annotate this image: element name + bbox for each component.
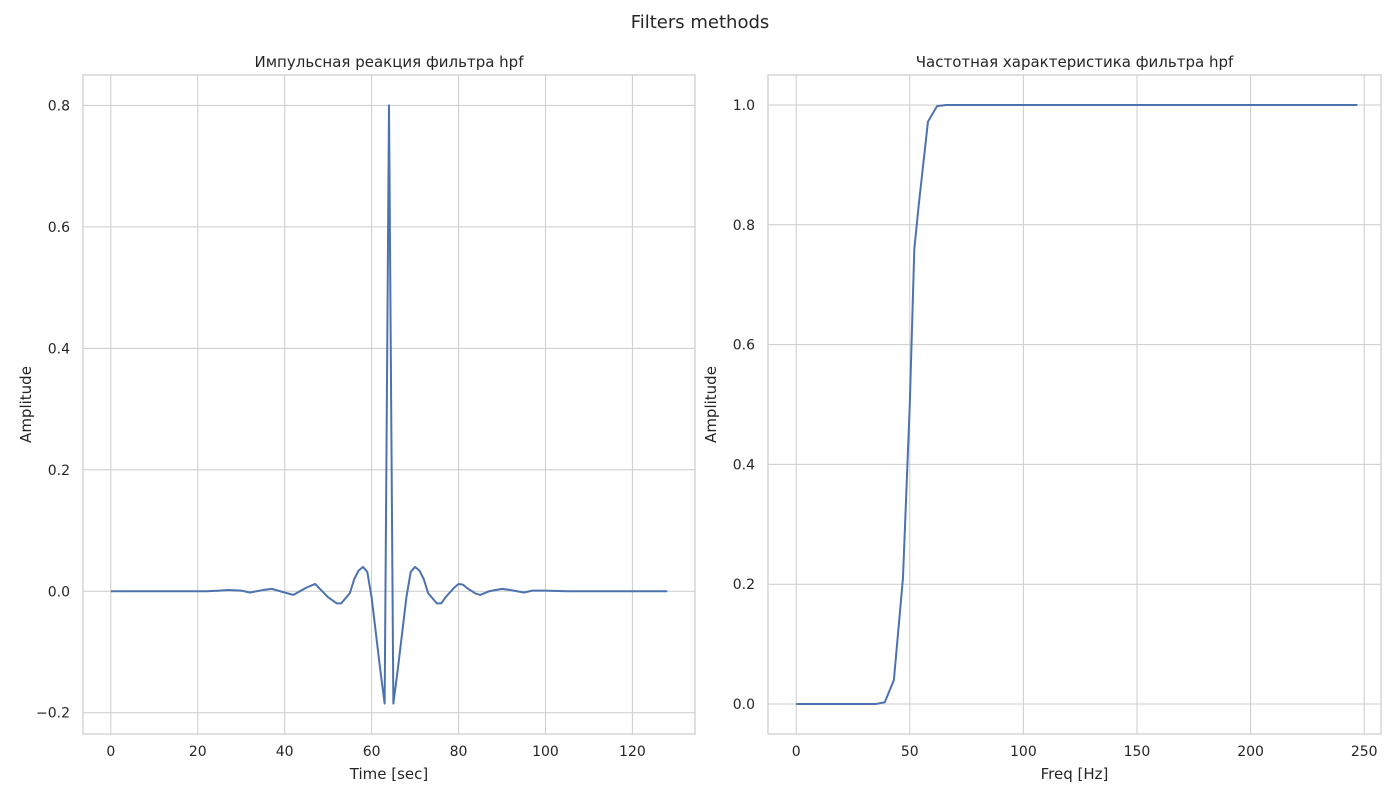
y-tick-label: 0.0 (48, 584, 70, 600)
figure-title: Filters methods (630, 12, 770, 33)
x-tick-label: 120 (619, 744, 646, 760)
x-tick-label: 0 (106, 744, 115, 760)
x-tick-label: 150 (1124, 744, 1151, 760)
y-tick-label: 0.4 (48, 341, 70, 357)
frequency-response-axes: 0 50 100 150 200 250 0.0 0.2 0.4 0.6 0.8 1.0 Freq [H… (702, 53, 1382, 783)
y-tick-label: 0.2 (48, 463, 70, 479)
y-axis-label: Amplitude (17, 366, 35, 443)
x-tick-label: 100 (1010, 744, 1037, 760)
y-tick-label: 1.0 (733, 98, 755, 114)
x-axis-label: Freq [Hz] (1041, 765, 1109, 783)
y-tick-label: 0.2 (733, 577, 755, 593)
y-axis-label: Amplitude (702, 366, 720, 443)
impulse-response-axes: 0 20 40 60 80 100 120 −0.2 0.0 0.2 0.4 0.6 0.8 Time [… (17, 53, 696, 783)
x-tick-label: 0 (792, 744, 801, 760)
y-tick-label: −0.2 (36, 706, 70, 722)
x-tick-label: 250 (1351, 744, 1378, 760)
subplot-title: Импульсная реакция фильтра hpf (255, 53, 525, 71)
axes-frame (82, 74, 696, 735)
axes-frame (767, 74, 1382, 735)
x-tick-label: 80 (450, 744, 468, 760)
y-tick-label: 0.8 (48, 98, 70, 114)
series-line (110, 104, 668, 705)
series-line (796, 103, 1358, 706)
x-tick-label: 40 (276, 744, 294, 760)
y-tick-label: 0.6 (48, 220, 70, 236)
x-axis-label: Time [sec] (349, 765, 428, 783)
subplot-title: Частотная характеристика фильтра hpf (916, 53, 1234, 71)
y-tick-label: 0.6 (733, 338, 755, 354)
x-tick-label: 60 (363, 744, 381, 760)
y-tick-label: 0.8 (733, 218, 755, 234)
x-tick-label: 100 (532, 744, 559, 760)
y-tick-label: 0.0 (733, 697, 755, 713)
y-tick-label: 0.4 (733, 457, 755, 473)
x-tick-label: 50 (901, 744, 919, 760)
x-tick-label: 20 (189, 744, 207, 760)
x-tick-label: 200 (1237, 744, 1264, 760)
